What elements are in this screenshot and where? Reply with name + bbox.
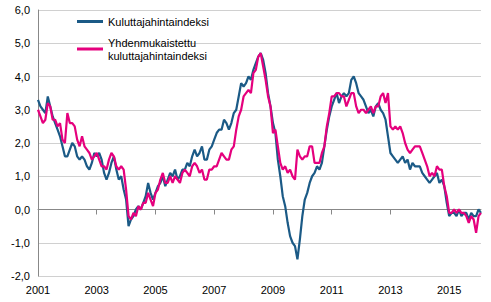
svg-text:Yhdenmukaistettu: Yhdenmukaistettu (108, 37, 199, 49)
svg-text:-1,0: -1,0 (11, 237, 30, 249)
svg-text:2,0: 2,0 (15, 137, 30, 149)
svg-text:-2,0: -2,0 (11, 270, 30, 282)
svg-text:2005: 2005 (143, 284, 167, 296)
svg-text:kuluttajahintaindeksi: kuluttajahintaindeksi (108, 50, 207, 62)
svg-text:2007: 2007 (202, 284, 226, 296)
svg-text:3,0: 3,0 (15, 104, 30, 116)
svg-text:0,0: 0,0 (15, 204, 30, 216)
svg-text:2003: 2003 (84, 284, 108, 296)
svg-text:6,0: 6,0 (15, 4, 30, 16)
svg-text:2011: 2011 (320, 284, 344, 296)
svg-text:2001: 2001 (26, 284, 50, 296)
svg-text:5,0: 5,0 (15, 37, 30, 49)
svg-text:2013: 2013 (378, 284, 402, 296)
svg-text:Kuluttajahintaindeksi: Kuluttajahintaindeksi (108, 16, 209, 28)
svg-text:4,0: 4,0 (15, 71, 30, 83)
svg-text:2015: 2015 (437, 284, 461, 296)
svg-text:1,0: 1,0 (15, 170, 30, 182)
svg-text:2009: 2009 (261, 284, 285, 296)
